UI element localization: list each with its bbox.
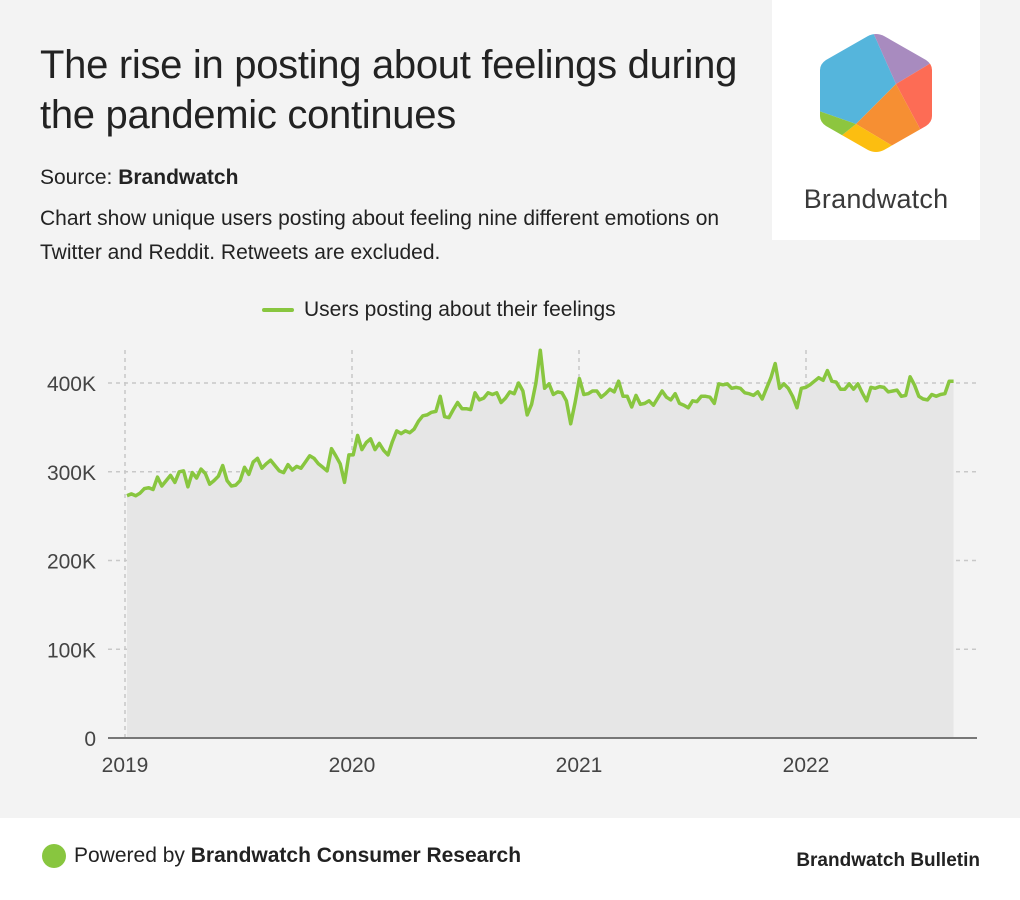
- hexagon-logo-icon: [820, 34, 932, 152]
- series-line: [126, 348, 954, 498]
- chart-description: Chart show unique users posting about fe…: [40, 207, 720, 264]
- x-tick-label: 2021: [556, 754, 603, 777]
- y-tick-label: 200K: [47, 551, 96, 574]
- y-tick-label: 400K: [47, 373, 96, 396]
- powered-by-prefix: Powered by: [74, 844, 185, 867]
- legend-swatch: [262, 308, 294, 312]
- line-chart: 0 100K 200K 300K 400K 2019 2020 2021 2022: [47, 348, 977, 777]
- x-tick-label: 2020: [329, 754, 376, 777]
- y-tick-label: 100K: [47, 639, 96, 662]
- powered-by: Powered by Brandwatch Consumer Research: [74, 844, 521, 868]
- source-name: Brandwatch: [118, 166, 239, 189]
- x-tick-label: 2019: [102, 754, 149, 777]
- y-tick-label: 0: [84, 728, 96, 751]
- logo-wordmark: Brandwatch: [803, 184, 949, 214]
- x-tick-label: 2022: [783, 754, 830, 777]
- chart-title: The rise in posting about feelings durin…: [40, 43, 738, 137]
- footer: Powered by Brandwatch Consumer Research …: [0, 818, 1020, 900]
- brandwatch-bulletin: Brandwatch Bulletin: [796, 850, 980, 871]
- brandwatch-logo: Brandwatch: [772, 0, 980, 240]
- powered-by-name: Brandwatch Consumer Research: [190, 844, 522, 867]
- powered-by-dot-icon: [42, 844, 66, 868]
- chart-legend: Users posting about their feelings: [262, 298, 616, 322]
- source-line: Source: Brandwatch: [40, 166, 238, 190]
- y-tick-label: 300K: [47, 462, 96, 485]
- legend-label: Users posting about their feelings: [304, 298, 616, 321]
- series-area: [127, 350, 954, 738]
- source-label: Source:: [40, 166, 113, 189]
